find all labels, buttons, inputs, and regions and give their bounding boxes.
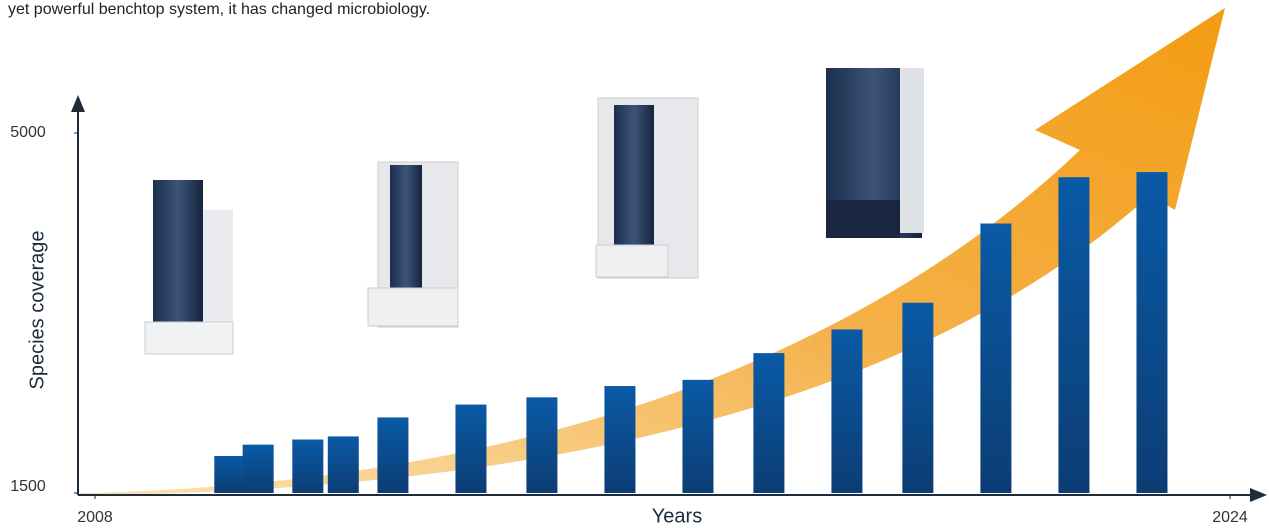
bar — [902, 302, 934, 493]
bar — [292, 439, 324, 493]
x-axis-title: Years — [652, 505, 702, 527]
bar — [753, 353, 785, 493]
x-tick-label: 2008 — [77, 509, 113, 526]
instrument — [595, 97, 699, 279]
bar — [831, 329, 863, 493]
x-axis-arrow — [1250, 488, 1267, 502]
bar — [682, 379, 714, 493]
bar — [242, 444, 274, 493]
bar — [1058, 177, 1090, 493]
bar — [526, 397, 558, 493]
bar — [980, 223, 1012, 493]
y-tick-label: 1500 — [10, 478, 46, 495]
y-tick-label: 5000 — [10, 124, 46, 141]
x-tick-label: 2024 — [1212, 509, 1248, 526]
y-axis-title: Species coverage — [26, 231, 48, 390]
bar — [327, 436, 359, 493]
bar — [214, 455, 246, 493]
instrument — [367, 161, 459, 328]
caption: yet powerful benchtop system, it has cha… — [8, 1, 430, 18]
bar — [604, 386, 636, 493]
instrument — [826, 68, 924, 238]
instrument — [144, 180, 234, 355]
bar — [455, 404, 487, 493]
y-axis-arrow — [71, 95, 85, 112]
bar — [377, 417, 409, 493]
bar — [1136, 172, 1168, 494]
